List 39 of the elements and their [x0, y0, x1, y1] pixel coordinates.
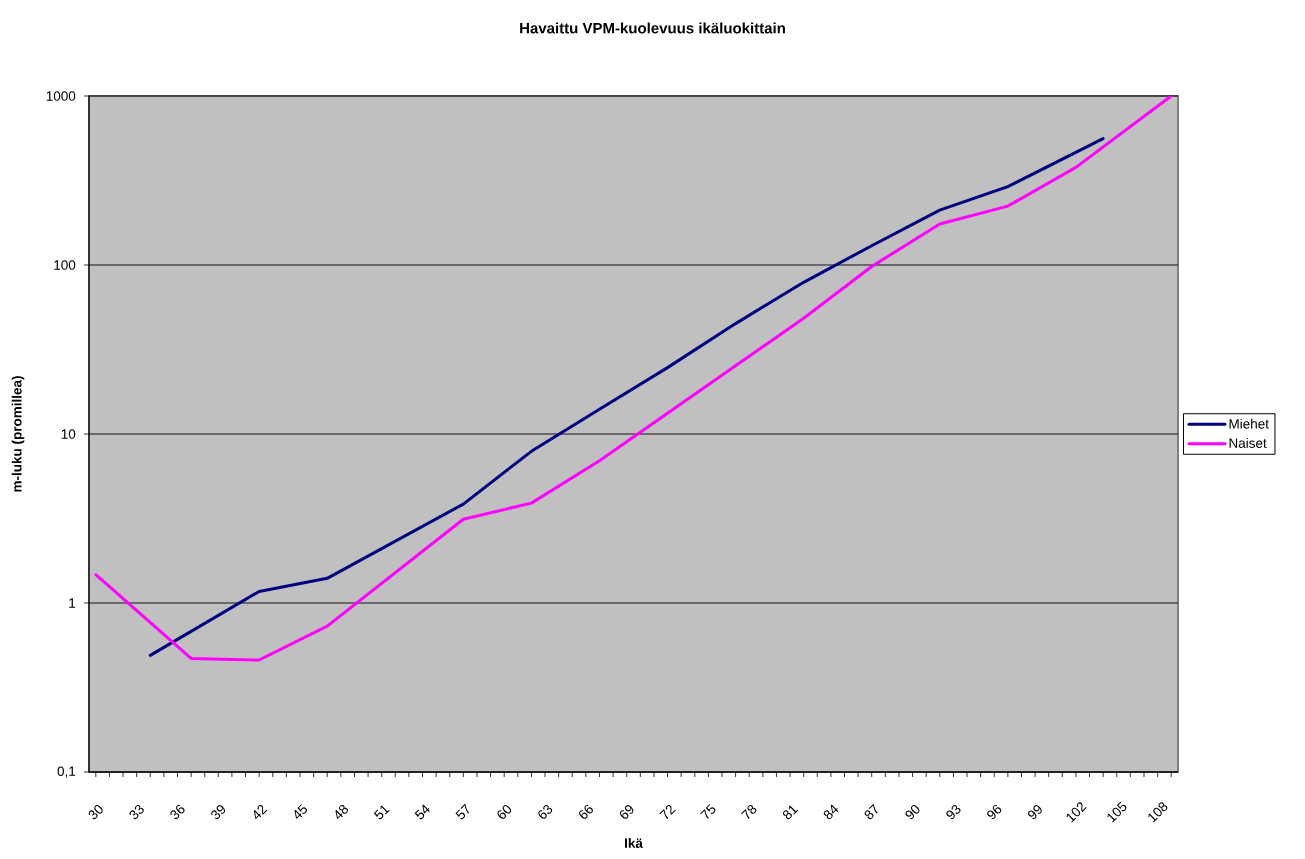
line-series [94, 96, 1173, 662]
x-tick-label: 102 [1066, 802, 1087, 823]
y-tick-label: 10 [61, 429, 76, 439]
x-tick-label: 90 [905, 805, 920, 820]
x-tick-label: 36 [170, 804, 185, 820]
y-axis-title: m-luku (promillea) [11, 376, 25, 492]
x-tick-label: 60 [497, 805, 512, 819]
x-tick-label: 63 [538, 804, 553, 819]
x-tick-label: 30 [88, 805, 103, 820]
x-tick-label: 108 [1148, 802, 1168, 823]
x-tick-label: 45 [294, 804, 308, 819]
y-tick-label: 1000 [46, 91, 76, 101]
x-tick-label: 78 [741, 804, 757, 819]
y-tick-label: 1 [69, 598, 76, 608]
x-tick-label: 54 [414, 804, 430, 820]
legend-label: Miehet [1229, 418, 1269, 429]
x-tick-label: 51 [373, 805, 390, 820]
x-tick-label: 33 [129, 804, 144, 820]
x-tick-label: 42 [253, 804, 268, 819]
x-tick-label: 93 [946, 804, 961, 820]
x-tick-label: 69 [619, 805, 634, 819]
y-tick-label: 100 [54, 260, 76, 270]
x-tick-label: 105 [1107, 801, 1127, 823]
legend-label: Naiset [1229, 437, 1267, 448]
y-tick-label: 0,1 [57, 766, 76, 778]
x-tick-label: 87 [864, 803, 878, 820]
line-series [148, 137, 1105, 657]
x-tick-label: 48 [335, 804, 349, 819]
x-axis-title: Ikä [625, 838, 643, 848]
x-tick-label: 57 [455, 803, 470, 820]
x-tick-label: 84 [823, 804, 839, 820]
x-tick-label: 81 [782, 805, 799, 820]
x-tick-label: 72 [659, 804, 676, 819]
chart-title: Havaittu VPM-kuolevuus ikäluokittain [520, 22, 785, 34]
x-tick-label: 96 [987, 804, 1002, 820]
x-tick-label: 39 [211, 805, 226, 820]
x-tick-label: 66 [579, 804, 593, 819]
x-tick-label: 75 [700, 804, 716, 819]
x-tick-label: 99 [1027, 805, 1042, 820]
